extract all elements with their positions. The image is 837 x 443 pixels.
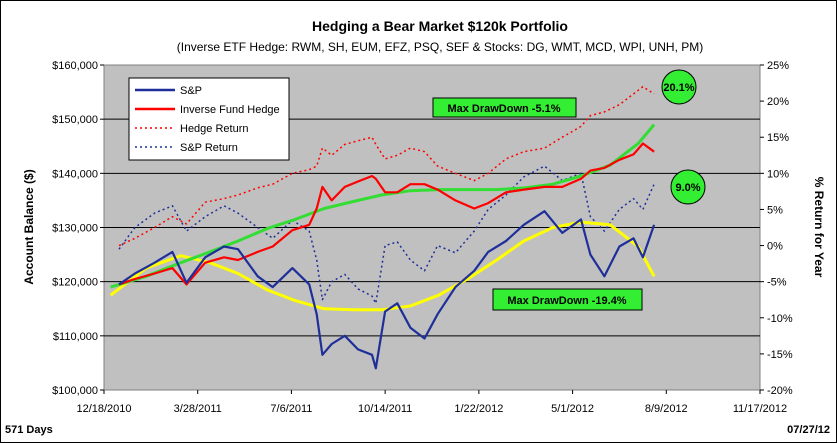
drawdown-sp-box [492,288,643,311]
y-left-tick-label: $140,000 [52,168,98,180]
y-left-tick-label: $100,000 [52,385,98,397]
x-tick-label: 5/1/2012 [551,403,594,415]
series-line-inverse-fund-hedge [118,142,655,286]
y-left-tick-label: $110,000 [53,331,98,343]
hedge-return-badge-label: 20.1% [663,82,694,94]
footer-date: 07/27/12 [787,424,830,436]
y-left-tick-label: $150,000 [52,114,98,126]
y-left-tick-label: $130,000 [52,223,98,235]
x-tick-label: 12/18/2010 [76,403,131,415]
x-tick-label: 10/14/2011 [358,403,412,415]
x-tick-label: 11/17/2012 [733,403,787,415]
legend-label: Hedge Return [180,123,249,135]
y-right-tick-label: -15% [767,349,793,361]
legend-label: Inverse Fund Hedge [180,104,280,116]
x-tick-label: 1/22/2012 [454,403,503,415]
y-right-tick-label: 20% [767,96,789,108]
series-line-s-p [118,210,656,370]
y-right-tick-label: 0% [767,241,783,253]
x-tick-label: 3/28/2011 [174,403,222,415]
footer-days: 571 Days [5,424,53,436]
y-axis-left-label: Account Balance ($) [22,169,36,284]
drawdown-hedge-label: Max DrawDown -5.1% [447,103,560,115]
legend [128,77,290,161]
y-axis-right-label: % Return for Year [812,177,826,278]
y-right-tick-label: -20% [767,385,793,397]
chart-subtitle: (Inverse ETF Hedge: RWM, SH, EUM, EFZ, P… [177,40,704,54]
sp-return-badge [670,169,706,205]
legend-label: S&P Return [180,142,238,154]
y-right-tick-label: 25% [767,60,789,72]
y-right-tick-label: 10% [767,168,789,180]
drawdown-sp-label: Max DrawDown -19.4% [507,295,626,307]
chart-title: Hedging a Bear Market $120k Portfolio [312,18,568,34]
hedge-return-badge [661,69,697,105]
series-line-hedge-return [118,85,655,247]
legend-label: S&P [180,85,202,97]
y-right-tick-label: -5% [767,277,787,289]
sp-return-badge-label: 9.0% [675,182,700,194]
x-tick-label: 8/9/2012 [645,403,688,415]
y-left-tick-label: $160,000 [52,60,98,72]
x-tick-label: 7/6/2011 [270,403,312,415]
y-right-tick-label: -10% [767,313,793,325]
y-right-tick-label: 15% [767,132,789,144]
y-left-tick-label: $120,000 [52,277,98,289]
drawdown-hedge-box [432,97,577,118]
y-right-tick-label: 5% [767,204,783,216]
